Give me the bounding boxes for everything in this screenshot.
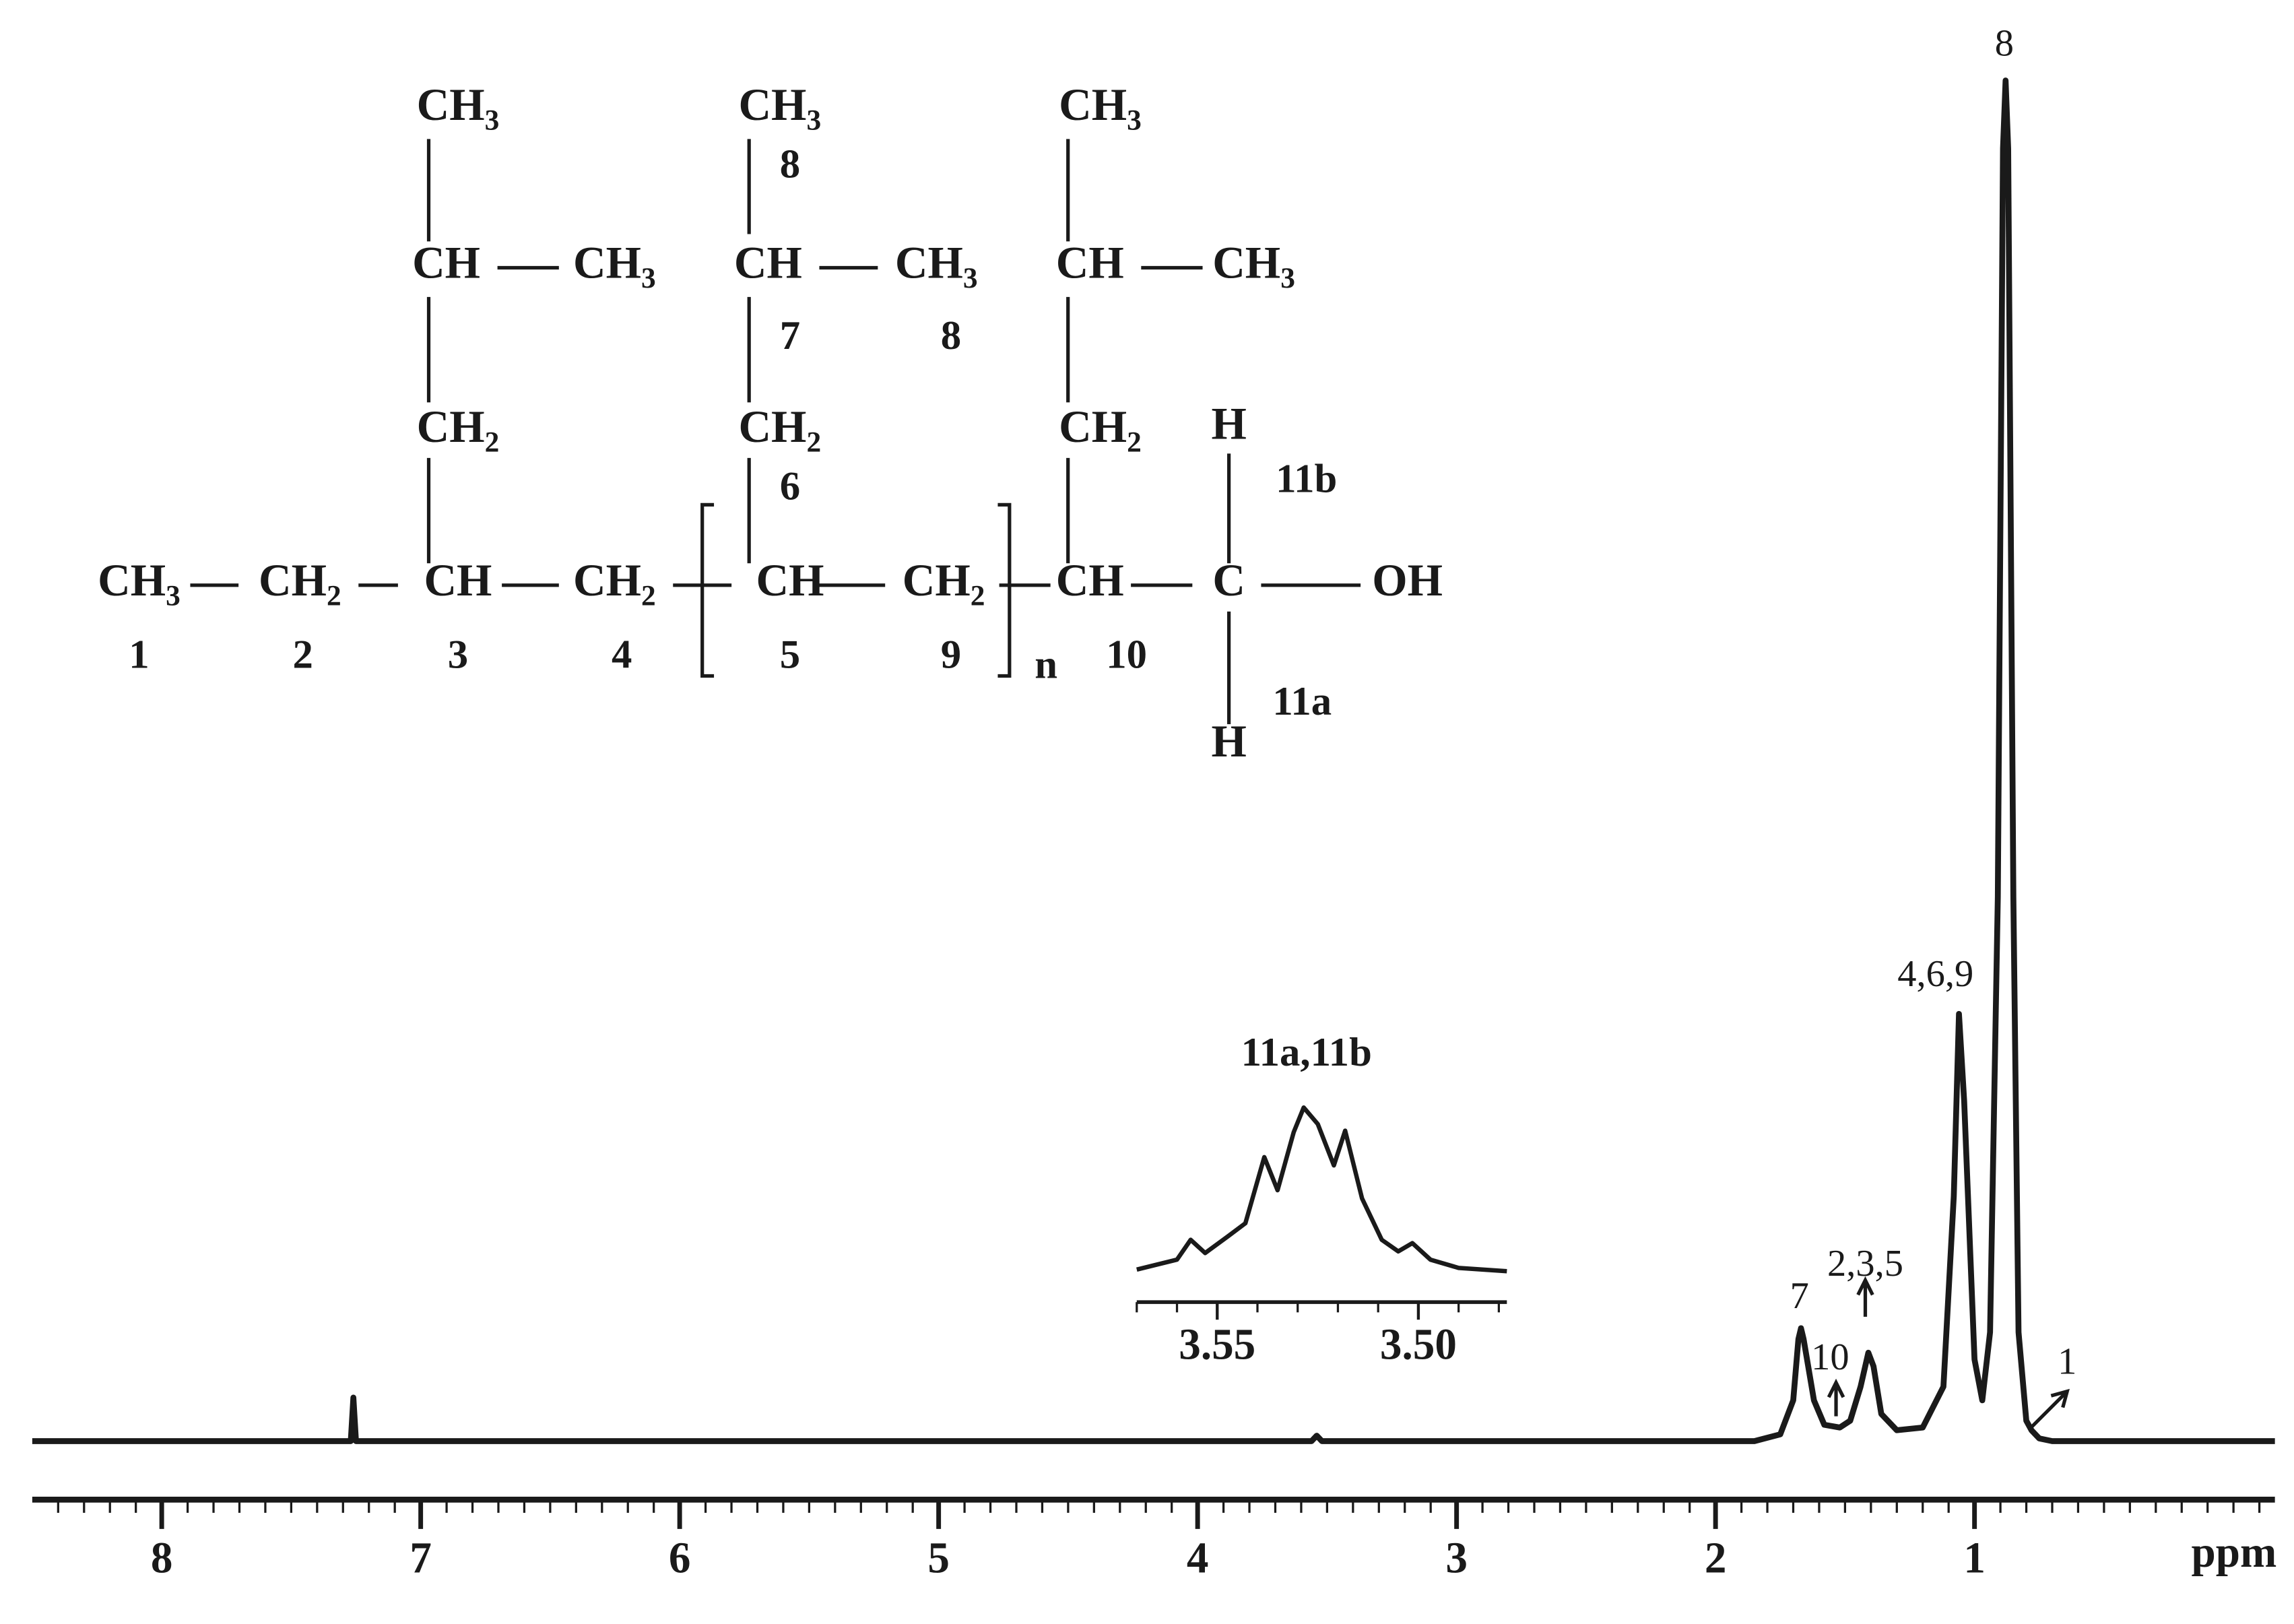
- chem-group: CH3: [1059, 79, 1142, 136]
- atom-label: 6: [780, 464, 800, 509]
- group-text: CH: [1212, 238, 1280, 288]
- atom-label: 8: [941, 313, 961, 358]
- chem-group: CH2: [1059, 401, 1142, 458]
- group-text: CH: [738, 401, 806, 452]
- group-text: CH: [738, 79, 806, 130]
- atom-label: 10: [1106, 632, 1147, 677]
- atom-label: 11a: [1272, 679, 1332, 724]
- x-tick-label: 3.55: [1179, 1321, 1255, 1369]
- group-text: CH: [573, 555, 641, 606]
- inset-title: 11a,11b: [1241, 1030, 1372, 1075]
- x-tick-label: 8: [151, 1534, 173, 1583]
- group-subscript: 3: [1280, 262, 1295, 294]
- group-text: CH: [573, 238, 641, 288]
- x-tick-label: 1: [1963, 1534, 1986, 1583]
- group-subscript: 3: [166, 579, 181, 612]
- chem-group: CH3: [573, 238, 656, 294]
- chem-group: CH: [412, 238, 480, 288]
- x-tick-label: 7: [409, 1534, 432, 1583]
- chem-group: CH3: [98, 555, 181, 612]
- chem-group: H: [1211, 716, 1246, 767]
- chem-group: C: [1212, 555, 1245, 606]
- atom-label: 9: [941, 632, 961, 677]
- group-subscript: 3: [806, 104, 821, 136]
- group-subscript: 3: [641, 262, 656, 294]
- group-subscript: 2: [806, 426, 821, 458]
- group-subscript: 2: [971, 579, 985, 612]
- atom-label: 4: [612, 632, 632, 677]
- atom-label: 5: [780, 632, 800, 677]
- group-subscript: 2: [485, 426, 500, 458]
- atom-label: 3: [448, 632, 468, 677]
- x-tick-label: 3: [1445, 1534, 1468, 1583]
- peak-label: 8: [1995, 22, 2014, 64]
- group-text: CH: [734, 238, 802, 288]
- group-text: CH: [1056, 238, 1124, 288]
- group-subscript: 2: [327, 579, 341, 612]
- group-text: CH: [756, 555, 824, 606]
- atom-label: 2: [293, 632, 313, 677]
- group-subscript: 3: [1127, 104, 1142, 136]
- peak-label: 1: [2058, 1340, 2076, 1382]
- spectrum-line: [32, 77, 2275, 1444]
- spectrum-line: [1136, 1105, 1507, 1274]
- group-subscript: 3: [485, 104, 500, 136]
- chem-group: OH: [1372, 555, 1443, 606]
- group-subscript: 2: [1127, 426, 1142, 458]
- chem-group: CH: [1056, 555, 1124, 606]
- chem-group: CH: [734, 238, 802, 288]
- x-tick-label: 4: [1187, 1534, 1209, 1583]
- group-text: CH: [895, 238, 963, 288]
- chem-group: CH: [756, 555, 824, 606]
- peak-label: 7: [1790, 1275, 1809, 1317]
- chem-group: CH2: [259, 555, 341, 612]
- group-text: H: [1211, 716, 1246, 767]
- structure-bonds: [190, 139, 1361, 725]
- annotation-arrows: [1827, 1276, 2070, 1429]
- peak-label: 2,3,5: [1827, 1243, 1903, 1285]
- atom-label: n: [1035, 643, 1057, 688]
- atom-label: 8: [780, 142, 800, 187]
- group-text: CH: [1059, 79, 1127, 130]
- chem-group: CH2: [903, 555, 985, 612]
- group-text: CH: [259, 555, 327, 606]
- chem-group: CH2: [417, 401, 500, 458]
- group-text: CH: [424, 555, 492, 606]
- group-text: CH: [98, 555, 166, 606]
- x-tick-label: 6: [669, 1534, 691, 1583]
- group-subscript: 3: [963, 262, 978, 294]
- group-text: OH: [1372, 555, 1443, 606]
- peak-label: 4,6,9: [1897, 953, 1973, 995]
- x-tick-label: 2: [1705, 1534, 1727, 1583]
- group-text: H: [1211, 399, 1246, 449]
- chem-group: CH: [424, 555, 492, 606]
- atom-label: 11b: [1276, 457, 1337, 502]
- chem-group: CH: [1056, 238, 1124, 288]
- chem-group: CH3: [417, 79, 500, 136]
- chem-group: CH3: [738, 79, 821, 136]
- group-text: CH: [417, 79, 485, 130]
- chem-group: CH2: [738, 401, 821, 458]
- group-text: CH: [1059, 401, 1127, 452]
- chem-group: CH3: [1212, 238, 1295, 294]
- chem-group: CH3: [895, 238, 978, 294]
- group-text: CH: [903, 555, 971, 606]
- x-tick-label: 3.50: [1380, 1321, 1457, 1369]
- atom-label: 1: [129, 632, 149, 677]
- group-text: CH: [1056, 555, 1124, 606]
- group-text: CH: [417, 401, 485, 452]
- x-tick-label: 5: [927, 1534, 950, 1583]
- group-subscript: 2: [641, 579, 656, 612]
- atom-label: 7: [780, 313, 800, 358]
- peak-label: 10: [1811, 1336, 1849, 1378]
- chem-group: H: [1211, 399, 1246, 449]
- group-text: C: [1212, 555, 1245, 606]
- chem-group: CH2: [573, 555, 656, 612]
- group-text: CH: [412, 238, 480, 288]
- x-axis-label: ppm: [2191, 1528, 2276, 1577]
